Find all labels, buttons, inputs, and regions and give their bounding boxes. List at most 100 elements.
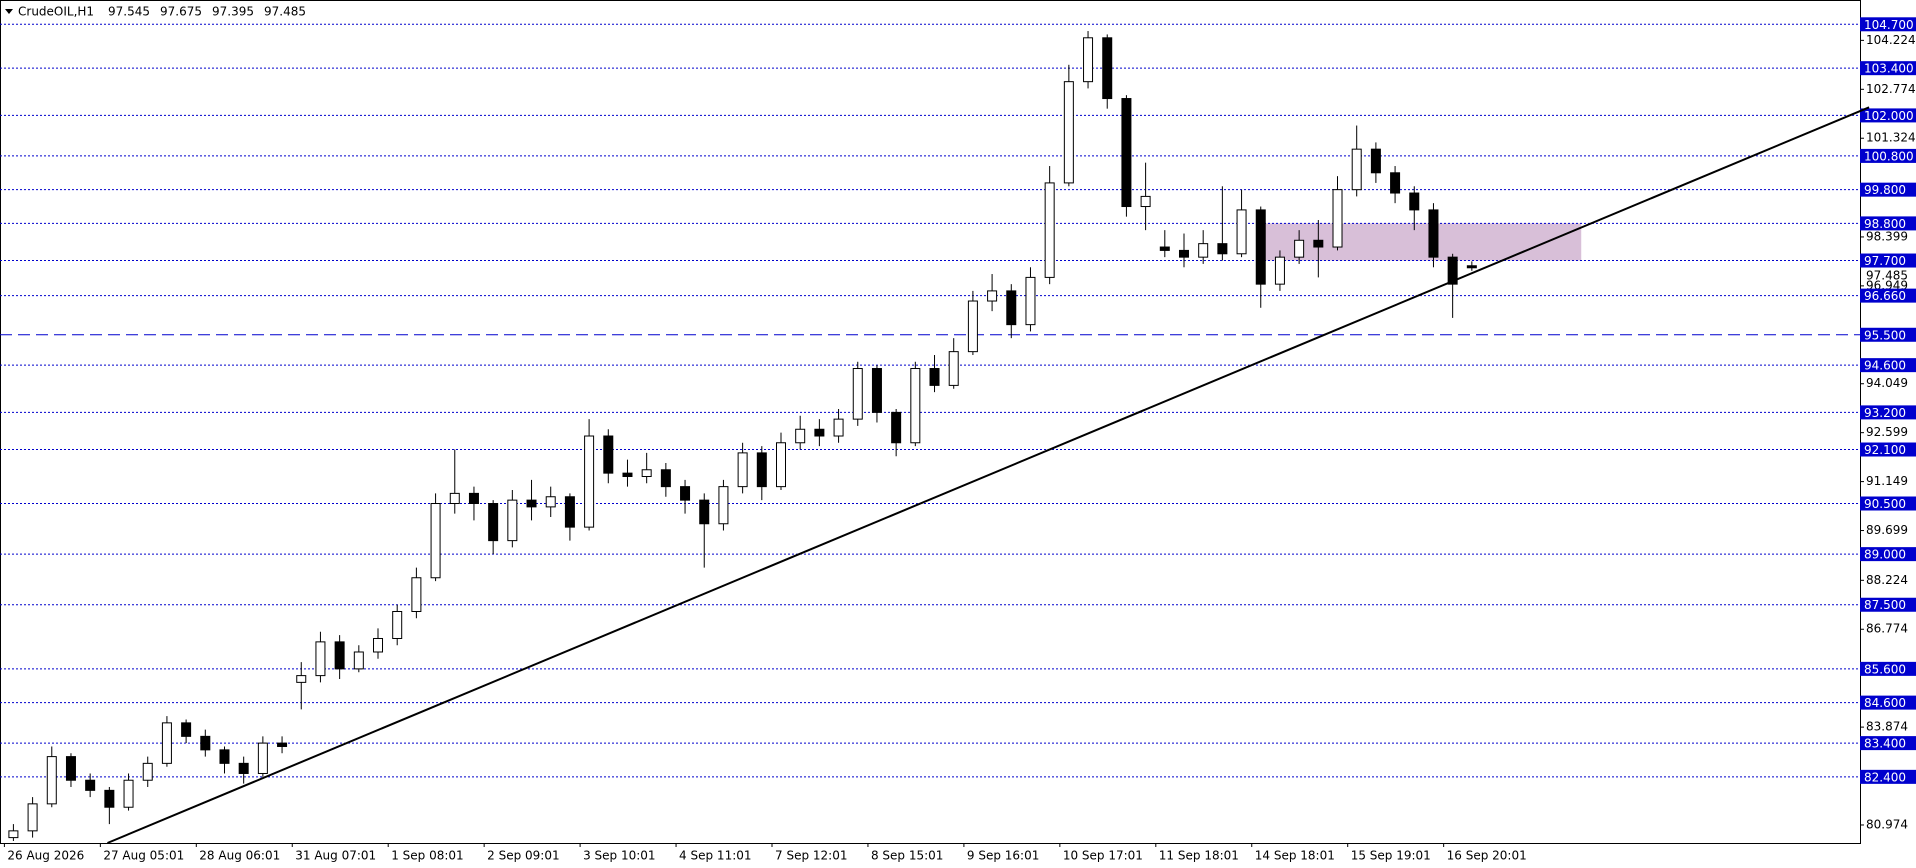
candle-body [85, 779, 96, 791]
level-label: 102.000 [1864, 109, 1914, 123]
level-label-box [1860, 736, 1916, 751]
ohlc-open: 97.545 [108, 5, 150, 19]
x-tick-label: 3 Sep 10:01 [583, 849, 655, 863]
candle-body [1428, 209, 1439, 258]
candle-body [833, 418, 844, 437]
x-tick-label: 4 Sep 11:01 [679, 849, 751, 863]
trendline [107, 106, 1870, 844]
y-tick-label: 91.149 [1866, 474, 1908, 488]
level-label-box [1860, 61, 1916, 76]
candle-body [1313, 239, 1324, 248]
x-tick-label: 1 Sep 08:01 [391, 849, 463, 863]
y-tick-label: 98.399 [1866, 229, 1908, 243]
candle-body [1370, 148, 1381, 174]
candle-body [353, 651, 364, 670]
level-label: 99.800 [1864, 183, 1906, 197]
x-tick-label: 2 Sep 09:01 [487, 849, 559, 863]
candle-body [1025, 276, 1036, 326]
candle-body [1294, 239, 1305, 258]
candle-body [219, 749, 230, 764]
y-tick-label: 83.874 [1866, 720, 1908, 734]
level-label: 104.700 [1864, 18, 1914, 32]
candle-body [1236, 209, 1247, 255]
candle-body [277, 742, 288, 747]
candle-body [1159, 246, 1170, 251]
candle-body [392, 610, 403, 639]
candle-body [1140, 195, 1151, 208]
candle-body [488, 503, 499, 542]
level-label: 85.600 [1864, 662, 1906, 676]
x-tick-label: 9 Sep 16:01 [967, 849, 1039, 863]
level-label-box [1860, 547, 1916, 562]
current-price: 97.485 [1866, 268, 1908, 282]
candle-body [603, 435, 614, 474]
level-label: 95.500 [1864, 328, 1906, 342]
level-label-box [1860, 216, 1916, 231]
candle-body [1198, 243, 1209, 258]
y-tick-label: 86.774 [1866, 622, 1908, 636]
candle-body [526, 499, 537, 508]
level-label-box [1860, 496, 1916, 511]
level-label: 97.700 [1864, 254, 1906, 268]
level-label-box [1860, 661, 1916, 676]
candle-body [545, 496, 556, 508]
candle-body [641, 469, 652, 478]
level-label-box [1860, 327, 1916, 342]
candle-body [948, 351, 959, 386]
level-label: 90.500 [1864, 497, 1906, 511]
y-tick-label: 102.774 [1866, 82, 1916, 96]
candle-body [411, 577, 422, 612]
level-label: 93.200 [1864, 406, 1906, 420]
candle-body [1274, 256, 1285, 285]
candle-body [27, 803, 38, 832]
candle-body [795, 428, 806, 444]
candle-body [814, 428, 825, 437]
level-label-box [1860, 253, 1916, 268]
candle-body [1044, 182, 1055, 278]
level-label: 92.100 [1864, 443, 1906, 457]
candle-body [871, 368, 882, 413]
candle-body [181, 722, 192, 737]
x-tick-label: 28 Aug 06:01 [199, 849, 280, 863]
candle-body [1351, 148, 1362, 191]
x-tick-label: 11 Sep 18:01 [1159, 849, 1239, 863]
candle-body [373, 637, 384, 653]
y-tick-label: 101.324 [1866, 131, 1916, 145]
y-tick-label: 80.974 [1866, 817, 1908, 831]
y-tick-label: 92.599 [1866, 425, 1908, 439]
candle-body [257, 742, 268, 774]
level-label: 83.400 [1864, 737, 1906, 751]
candle-body [449, 492, 460, 505]
x-tick-label: 7 Sep 12:01 [775, 849, 847, 863]
candle-body [891, 411, 902, 444]
candle-body [776, 442, 786, 488]
candle-body [718, 486, 729, 525]
y-tick-label: 104.224 [1866, 33, 1916, 47]
level-label: 89.000 [1864, 548, 1906, 562]
candle-body [507, 499, 518, 542]
x-tick-label: 14 Sep 18:01 [1255, 849, 1335, 863]
candle-body [315, 641, 326, 677]
candle-body [756, 452, 767, 488]
level-label-box [1860, 597, 1916, 612]
candle-body [622, 472, 633, 478]
level-label-box [1860, 17, 1916, 32]
y-tick-label: 89.699 [1866, 523, 1908, 537]
candle-body [1102, 37, 1113, 100]
level-label: 100.800 [1864, 149, 1914, 163]
candle-body [1447, 256, 1458, 285]
y-tick-label: 88.224 [1866, 573, 1908, 587]
candle-body [1332, 189, 1343, 248]
level-label: 103.400 [1864, 62, 1914, 76]
x-tick-label: 8 Sep 15:01 [871, 849, 943, 863]
level-label-box [1860, 405, 1916, 420]
ohlc-close: 97.485 [264, 5, 306, 19]
menu-triangle[interactable] [5, 9, 13, 14]
candle-body [1121, 98, 1132, 208]
candle-body [430, 503, 441, 579]
candle-body [699, 499, 710, 525]
candle-body [1083, 37, 1094, 83]
ohlc-low: 97.395 [212, 5, 254, 19]
